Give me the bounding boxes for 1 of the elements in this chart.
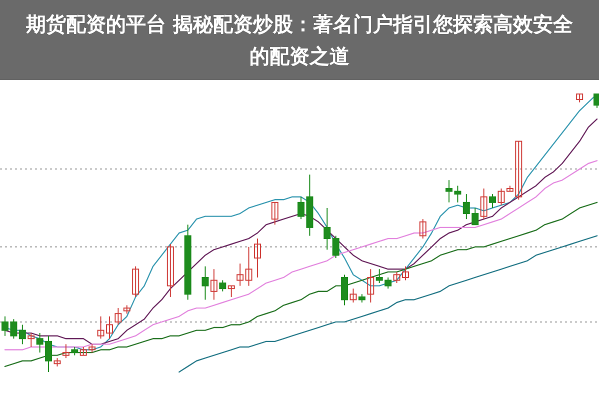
chart-title: 期货配资的平台 揭秘配资炒股：著名门户指引您探索高效安全的配资之道 [25, 11, 574, 70]
